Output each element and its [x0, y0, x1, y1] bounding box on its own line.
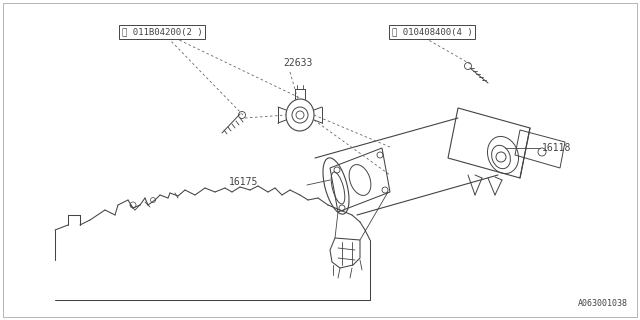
- Text: 16175: 16175: [228, 177, 258, 187]
- Text: 22633: 22633: [284, 58, 313, 68]
- Text: Ⓢ 011B04200(2 ): Ⓢ 011B04200(2 ): [122, 28, 202, 36]
- Text: A063001038: A063001038: [578, 299, 628, 308]
- Text: 16118: 16118: [542, 143, 572, 153]
- Text: Ⓑ 010408400(4 ): Ⓑ 010408400(4 ): [392, 28, 472, 36]
